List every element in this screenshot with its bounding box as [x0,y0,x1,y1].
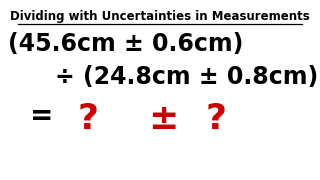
Text: ÷ (24.8cm ± 0.8cm): ÷ (24.8cm ± 0.8cm) [55,65,318,89]
Text: Dividing with Uncertainties in Measurements: Dividing with Uncertainties in Measureme… [10,10,310,23]
Text: ±: ± [148,102,178,136]
Text: =: = [30,102,53,130]
Text: ?: ? [78,102,99,136]
Text: (45.6cm ± 0.6cm): (45.6cm ± 0.6cm) [8,32,244,56]
Text: ?: ? [205,102,226,136]
